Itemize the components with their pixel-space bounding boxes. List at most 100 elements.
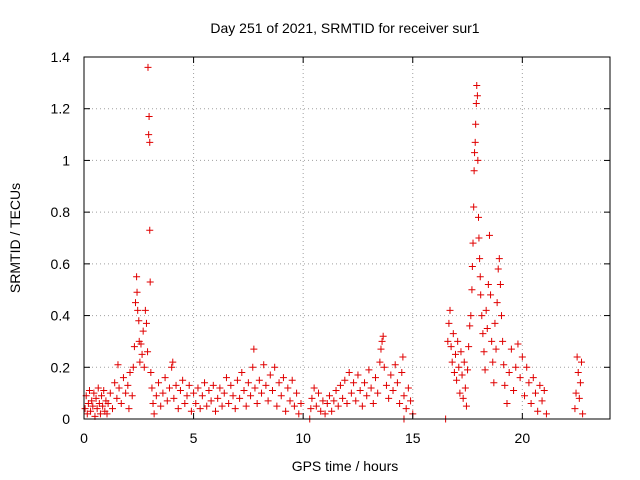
data-point bbox=[328, 407, 336, 415]
data-point bbox=[400, 392, 408, 400]
data-point bbox=[144, 63, 152, 71]
data-point bbox=[501, 381, 509, 389]
data-point bbox=[516, 374, 524, 382]
data-point bbox=[473, 92, 481, 100]
data-point bbox=[538, 397, 546, 405]
data-point bbox=[471, 138, 479, 146]
data-point bbox=[453, 376, 461, 384]
data-point bbox=[476, 255, 484, 263]
data-point bbox=[470, 167, 478, 175]
data-point bbox=[168, 363, 176, 371]
data-point bbox=[295, 410, 303, 418]
y-tick-label: 0 bbox=[62, 411, 70, 427]
data-point bbox=[457, 348, 465, 356]
data-point bbox=[145, 112, 153, 120]
data-point bbox=[133, 288, 141, 296]
y-tick-label: 1.4 bbox=[51, 49, 71, 65]
data-point bbox=[258, 389, 266, 397]
data-point bbox=[122, 389, 130, 397]
data-point bbox=[146, 226, 154, 234]
data-point bbox=[518, 353, 526, 361]
data-point bbox=[203, 402, 211, 410]
x-tick-label: 15 bbox=[405, 430, 421, 446]
data-point bbox=[172, 381, 180, 389]
data-point bbox=[579, 410, 587, 418]
data-point bbox=[578, 358, 586, 366]
data-point bbox=[456, 389, 464, 397]
data-point bbox=[145, 131, 153, 139]
data-point bbox=[181, 399, 189, 407]
data-point bbox=[288, 376, 296, 384]
data-point bbox=[135, 317, 143, 325]
data-point bbox=[218, 402, 226, 410]
data-point bbox=[361, 379, 369, 387]
data-point bbox=[207, 397, 215, 405]
data-point bbox=[93, 405, 101, 413]
data-point bbox=[242, 402, 250, 410]
data-point bbox=[157, 402, 165, 410]
data-point bbox=[393, 379, 401, 387]
data-point bbox=[356, 387, 364, 395]
data-point bbox=[196, 405, 204, 413]
data-point bbox=[404, 384, 412, 392]
data-point bbox=[266, 371, 274, 379]
data-point bbox=[469, 239, 477, 247]
data-point bbox=[81, 405, 89, 413]
data-point bbox=[117, 399, 125, 407]
data-point bbox=[450, 368, 458, 376]
plot-frame bbox=[83, 56, 611, 420]
data-point bbox=[325, 392, 333, 400]
data-point bbox=[104, 399, 112, 407]
data-point bbox=[458, 371, 466, 379]
data-point bbox=[275, 379, 283, 387]
data-point bbox=[187, 407, 195, 415]
y-tick-labels: 0 0.2 0.4 0.6 0.8 1 1.2 1.4 bbox=[51, 49, 71, 427]
data-point bbox=[447, 343, 455, 351]
data-point bbox=[492, 345, 500, 353]
data-point bbox=[521, 392, 529, 400]
data-point bbox=[378, 337, 386, 345]
data-point bbox=[310, 384, 318, 392]
data-point bbox=[216, 384, 224, 392]
data-point bbox=[572, 389, 580, 397]
data-point bbox=[493, 299, 501, 307]
data-point bbox=[575, 394, 583, 402]
data-point bbox=[262, 381, 270, 389]
data-point bbox=[500, 361, 508, 369]
data-point bbox=[137, 340, 145, 348]
data-point bbox=[233, 376, 241, 384]
data-point bbox=[163, 397, 171, 405]
data-point bbox=[499, 337, 507, 345]
data-point bbox=[399, 353, 407, 361]
data-point bbox=[510, 387, 518, 395]
data-point bbox=[471, 149, 479, 157]
data-point bbox=[358, 402, 366, 410]
data-point bbox=[495, 255, 503, 263]
data-point bbox=[192, 399, 200, 407]
data-point bbox=[250, 345, 258, 353]
data-point bbox=[478, 312, 486, 320]
data-point bbox=[155, 379, 163, 387]
data-point bbox=[146, 278, 154, 286]
data-point bbox=[334, 402, 342, 410]
data-point bbox=[480, 348, 488, 356]
y-tick-label: 0.8 bbox=[51, 204, 71, 220]
data-point bbox=[146, 138, 154, 146]
data-point bbox=[98, 392, 106, 400]
data-point bbox=[468, 286, 476, 294]
data-point bbox=[374, 389, 382, 397]
data-point bbox=[297, 399, 305, 407]
data-point bbox=[225, 399, 233, 407]
data-point bbox=[273, 402, 281, 410]
x-axis-label: GPS time / hours bbox=[292, 458, 399, 474]
data-point bbox=[140, 363, 148, 371]
data-point bbox=[271, 363, 279, 371]
data-point bbox=[573, 353, 581, 361]
data-point bbox=[455, 363, 463, 371]
data-point bbox=[100, 387, 108, 395]
data-point bbox=[398, 368, 406, 376]
data-points bbox=[81, 63, 587, 423]
data-point bbox=[367, 384, 375, 392]
y-tick-label: 0.6 bbox=[51, 256, 71, 272]
data-point bbox=[464, 366, 472, 374]
